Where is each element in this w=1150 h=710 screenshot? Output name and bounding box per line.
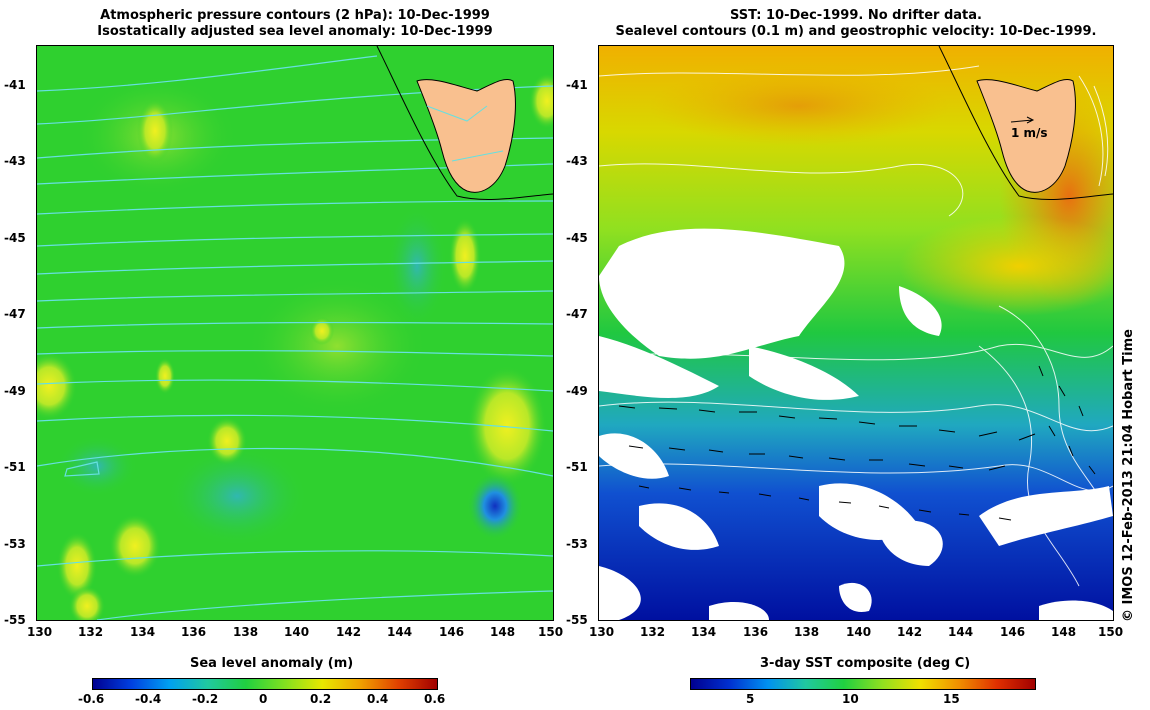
right-colorbar-tick: 15 [943, 692, 960, 706]
left-panel-title: Atmospheric pressure contours (2 hPa): 1… [36, 8, 554, 40]
right-lat-tick: -41 [566, 78, 588, 92]
sst-map-svg [599, 46, 1113, 620]
right-lat-tick: -51 [566, 460, 588, 474]
right-lon-tick: 142 [897, 625, 923, 639]
sst-map: 1 m/s [598, 45, 1114, 621]
left-lon-tick: 138 [233, 625, 259, 639]
right-title-line1: SST: 10-Dec-1999. No drifter data. [729, 8, 982, 23]
tasmania-land [416, 78, 516, 193]
right-lon-tick: 132 [640, 625, 666, 639]
left-lon-tick: 150 [538, 625, 564, 639]
left-lat-tick: -43 [4, 154, 26, 168]
left-lon-tick: 140 [284, 625, 310, 639]
right-lat-tick: -49 [566, 384, 588, 398]
left-lon-tick: 146 [439, 625, 465, 639]
left-lon-tick: 134 [130, 625, 156, 639]
credit-text: © IMOS 12-Feb-2013 21:04 Hobart Time [1121, 329, 1136, 622]
sea-level-colorbar [92, 678, 438, 690]
velocity-scale-label: 1 m/s [1011, 126, 1048, 140]
right-colorbar-label: 3-day SST composite (deg C) [760, 656, 971, 671]
right-lat-tick: -45 [566, 231, 588, 245]
left-lon-tick: 136 [181, 625, 207, 639]
right-colorbar-tick: 5 [746, 692, 755, 706]
right-lon-tick: 140 [846, 625, 872, 639]
right-lon-tick: 130 [589, 625, 615, 639]
right-lat-tick: -43 [566, 154, 588, 168]
left-colorbar-tick: 0.2 [310, 692, 332, 706]
right-panel-title: SST: 10-Dec-1999. No drifter data. Seale… [598, 8, 1114, 40]
sea-level-contours [599, 65, 1113, 587]
left-colorbar-tick: -0.6 [78, 692, 105, 706]
left-lat-tick: -45 [4, 231, 26, 245]
right-lon-tick: 144 [948, 625, 974, 639]
left-colorbar-tick: 0 [259, 692, 268, 706]
left-lat-tick: -55 [4, 613, 26, 627]
right-lat-tick: -55 [566, 613, 588, 627]
left-title-line1: Atmospheric pressure contours (2 hPa): 1… [100, 8, 490, 23]
left-colorbar-tick: -0.4 [135, 692, 162, 706]
left-colorbar-tick: -0.2 [192, 692, 219, 706]
left-lat-tick: -41 [4, 78, 26, 92]
right-lon-tick: 146 [1000, 625, 1026, 639]
right-lon-tick: 148 [1051, 625, 1077, 639]
left-lat-tick: -47 [4, 307, 26, 321]
left-colorbar-tick: 0.4 [367, 692, 389, 706]
right-colorbar-tick: 10 [842, 692, 859, 706]
left-lon-tick: 130 [27, 625, 53, 639]
left-title-line2: Isostatically adjusted sea level anomaly… [97, 24, 493, 39]
sea-level-anomaly-map [36, 45, 554, 621]
left-lat-tick: -51 [4, 460, 26, 474]
left-lon-tick: 142 [336, 625, 362, 639]
velocity-vectors [618, 365, 1096, 521]
right-lat-tick: -47 [566, 307, 588, 321]
right-lon-tick: 136 [743, 625, 769, 639]
cloud-mask [599, 228, 1113, 620]
right-lon-tick: 134 [691, 625, 717, 639]
left-colorbar-label: Sea level anomaly (m) [190, 656, 354, 671]
left-colorbar-tick: 0.6 [424, 692, 446, 706]
right-lon-tick: 150 [1098, 625, 1124, 639]
left-lat-tick: -53 [4, 537, 26, 551]
left-lon-tick: 132 [78, 625, 104, 639]
velocity-scale-arrow [1010, 116, 1035, 124]
left-lat-tick: -49 [4, 384, 26, 398]
sea-level-map-svg [37, 46, 553, 620]
left-lon-tick: 148 [490, 625, 516, 639]
right-title-line2: Sealevel contours (0.1 m) and geostrophi… [615, 24, 1097, 39]
sst-colorbar [690, 678, 1036, 690]
right-lat-tick: -53 [566, 537, 588, 551]
right-lon-tick: 138 [794, 625, 820, 639]
tasmania-land-sst [976, 78, 1076, 193]
left-lon-tick: 144 [387, 625, 413, 639]
